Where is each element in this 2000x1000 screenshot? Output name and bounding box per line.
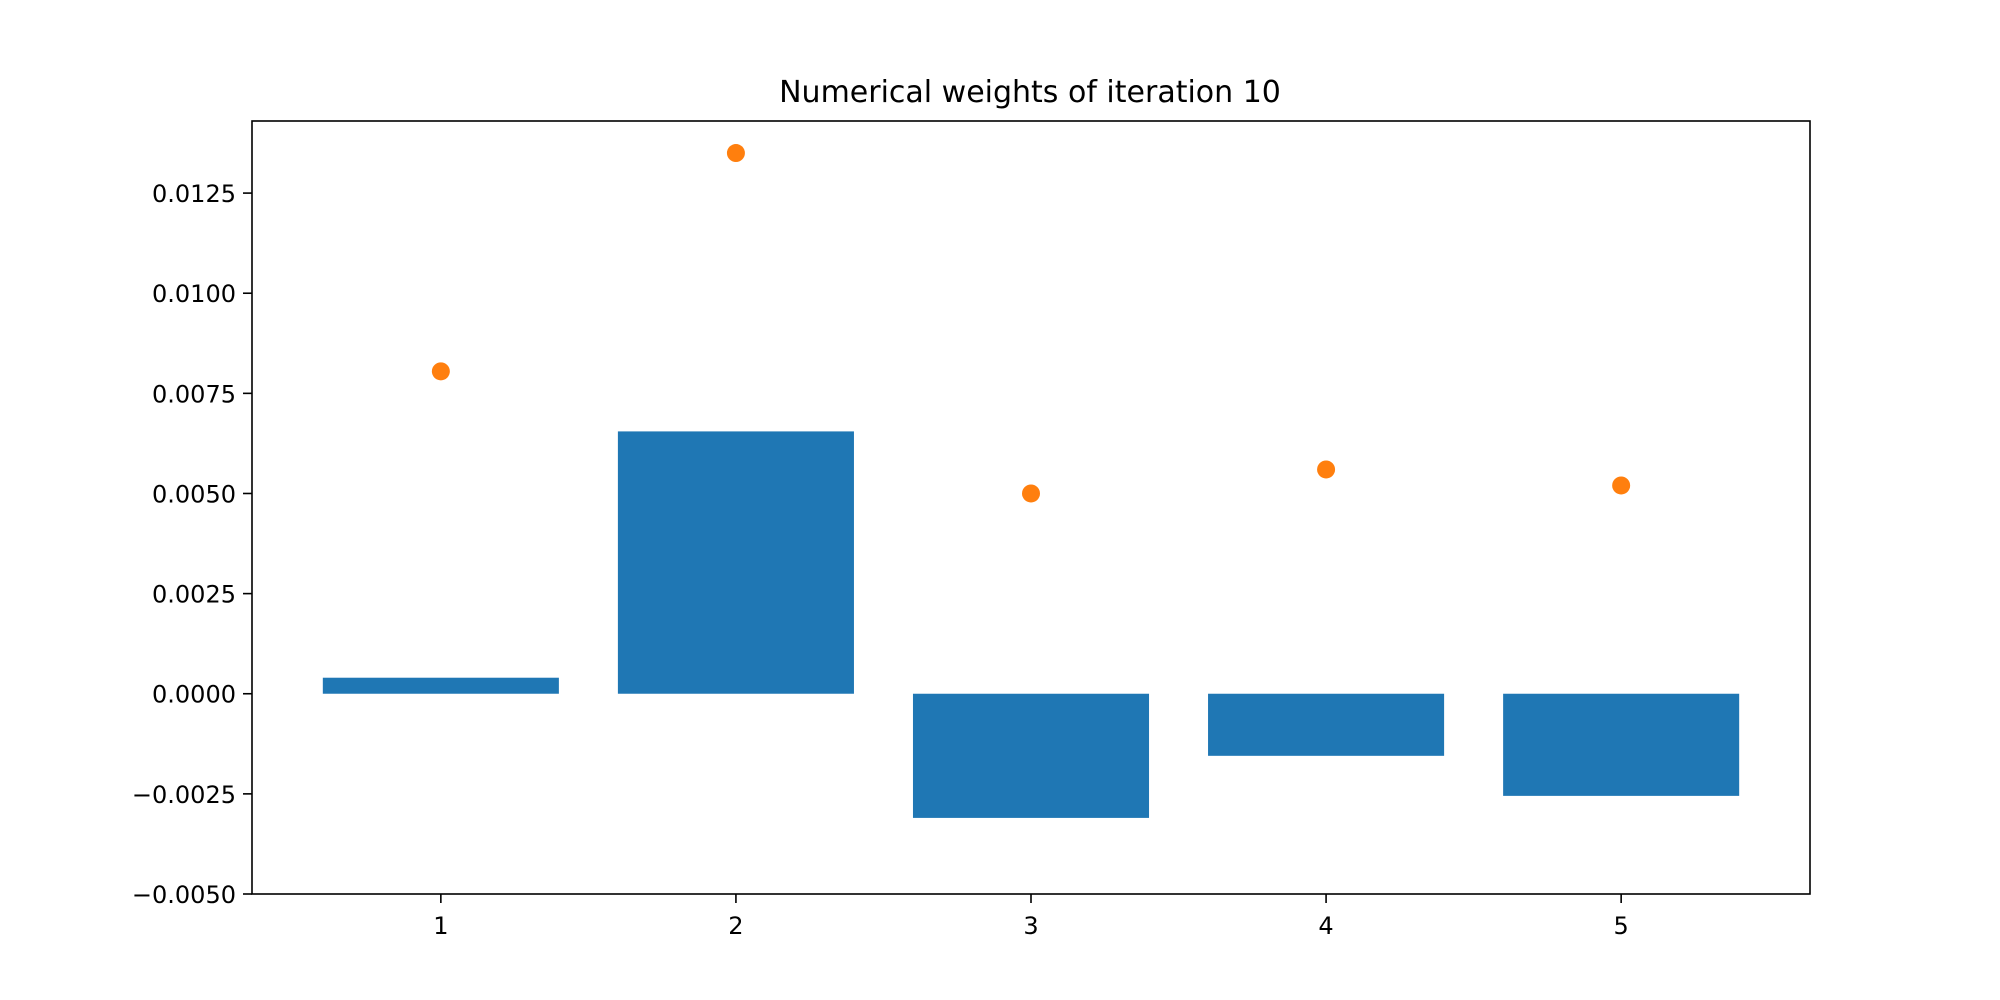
y-tick-label: 0.0075 [152, 380, 236, 408]
y-tick-label: −0.0025 [132, 781, 236, 809]
y-tick-label: 0.0125 [152, 180, 236, 208]
x-tick-label: 3 [1023, 912, 1038, 940]
plot-frame [251, 120, 1811, 895]
y-tick-label: 0.0050 [152, 480, 236, 508]
bar-3 [912, 693, 1150, 818]
bar-2 [617, 431, 854, 694]
point-5 [1612, 476, 1631, 495]
x-tick-label: 2 [728, 912, 743, 940]
bar-4 [1208, 693, 1445, 756]
x-tick-label: 5 [1614, 912, 1629, 940]
chart-title: Numerical weights of iteration 10 [779, 75, 1281, 110]
point-3 [1022, 484, 1040, 503]
point-1 [431, 362, 450, 381]
bar-5 [1503, 693, 1740, 796]
bar-1 [322, 677, 559, 694]
bars-group [322, 431, 1740, 818]
x-tick-label: 1 [433, 912, 448, 940]
point-2 [726, 144, 745, 163]
y-tick-label: 0.0000 [152, 681, 236, 709]
y-tick-label: 0.0100 [152, 280, 236, 308]
x-axis: 1 2 3 4 5 [433, 894, 1629, 940]
y-axis: −0.0050 −0.0025 0.0000 0.0025 0.0050 0.0075 0.… [132, 180, 252, 909]
x-tick-label: 4 [1318, 912, 1333, 940]
y-tick-label: −0.0050 [132, 881, 236, 909]
y-tick-label: 0.0025 [152, 581, 236, 609]
point-4 [1317, 460, 1336, 479]
points-group [431, 144, 1631, 503]
